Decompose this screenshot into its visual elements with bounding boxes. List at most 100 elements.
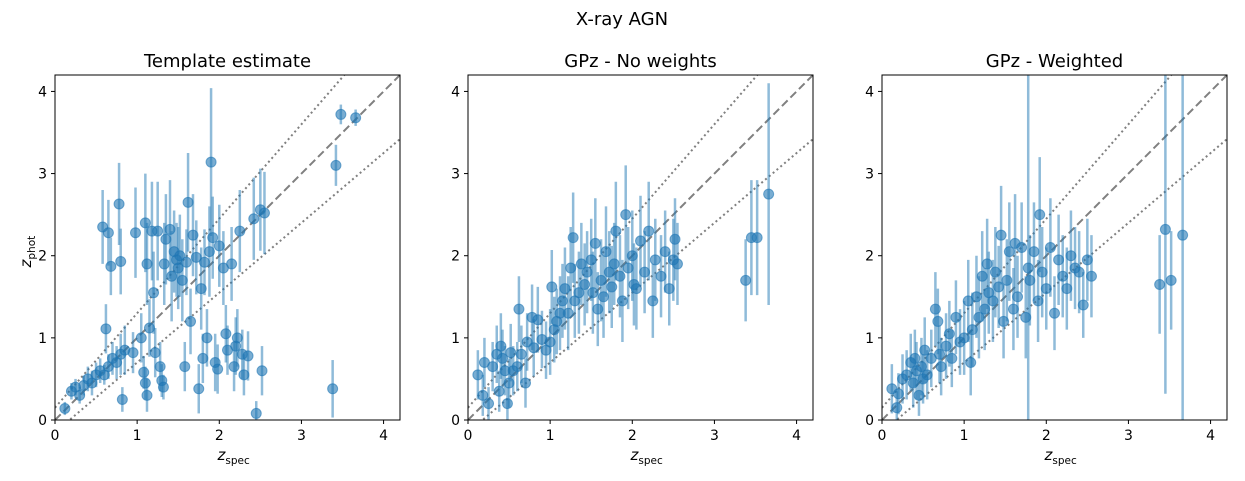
data-point	[201, 332, 213, 344]
y-tick-label: 0	[451, 413, 460, 429]
data-point	[998, 315, 1010, 327]
data-point	[1022, 262, 1034, 274]
data-point	[141, 389, 153, 401]
data-point	[154, 361, 166, 373]
data-point	[228, 361, 240, 373]
data-point	[763, 188, 775, 200]
data-point	[966, 324, 978, 336]
data-point	[160, 233, 172, 245]
x-tick-label: 1	[546, 428, 555, 444]
data-point	[1165, 274, 1177, 286]
data-point	[256, 365, 268, 377]
x-tick-label: 4	[792, 428, 801, 444]
data-point	[622, 262, 634, 274]
data-point	[1016, 242, 1028, 253]
data-point	[113, 198, 125, 210]
data-point	[958, 332, 970, 344]
data-point	[589, 237, 601, 249]
data-point	[655, 270, 667, 282]
data-point	[909, 352, 921, 364]
data-point	[174, 250, 186, 262]
data-point	[598, 291, 610, 303]
data-point	[663, 283, 675, 295]
panel-title: GPz - Weighted	[986, 51, 1123, 72]
data-point	[195, 283, 207, 295]
data-point	[493, 385, 505, 397]
data-point	[1044, 242, 1056, 253]
data-point	[610, 225, 622, 237]
data-point	[141, 258, 153, 270]
x-tick-label: 4	[1206, 428, 1215, 444]
data-point	[190, 251, 202, 263]
x-tick-label: 2	[215, 428, 224, 444]
data-point	[1032, 295, 1044, 307]
axes-frame	[467, 74, 814, 421]
data-point	[520, 377, 531, 389]
data-point	[970, 291, 982, 303]
data-point	[327, 383, 339, 395]
data-point	[226, 258, 238, 270]
data-point	[546, 281, 558, 293]
data-point	[1077, 299, 1089, 311]
data-point	[1028, 246, 1040, 258]
data-point	[138, 366, 150, 378]
data-point	[487, 361, 499, 373]
data-point	[102, 227, 114, 239]
data-point	[639, 266, 651, 278]
data-point	[180, 256, 192, 268]
data-point	[575, 258, 587, 270]
data-point	[1085, 270, 1097, 282]
x-axis-label: zspec	[630, 446, 663, 467]
data-point	[976, 270, 988, 282]
data-point	[185, 315, 197, 327]
data-point	[258, 207, 270, 219]
data-point	[505, 347, 517, 359]
y-tick-label: 1	[451, 331, 460, 347]
data-point	[207, 232, 219, 244]
data-point	[1036, 266, 1048, 278]
data-point	[532, 314, 544, 326]
data-point	[220, 328, 232, 340]
data-point	[544, 336, 556, 348]
y-tick-label: 0	[38, 413, 47, 429]
data-point	[74, 389, 86, 401]
data-point	[501, 398, 513, 410]
data-point	[907, 377, 919, 389]
data-point	[149, 347, 161, 359]
data-point	[671, 258, 683, 270]
data-point	[592, 303, 604, 315]
data-point	[647, 295, 659, 307]
data-point	[143, 322, 155, 334]
axes-frame	[881, 74, 1228, 421]
y-tick-label: 4	[38, 84, 47, 100]
data-point	[940, 340, 952, 352]
data-point	[497, 352, 508, 364]
data-point	[630, 283, 642, 295]
x-axis-label: zspec	[217, 446, 250, 467]
data-point	[213, 240, 225, 252]
data-point	[203, 246, 215, 258]
data-point	[242, 350, 254, 362]
one-to-one-line	[55, 75, 400, 420]
data-point	[993, 281, 1005, 293]
data-point	[965, 357, 977, 368]
data-point	[565, 262, 577, 274]
data-point	[1081, 254, 1093, 266]
y-tick-label: 4	[865, 84, 874, 100]
data-point	[626, 250, 638, 262]
data-point	[157, 381, 169, 393]
x-tick-label: 3	[1124, 428, 1133, 444]
x-tick-label: 1	[960, 428, 969, 444]
figure-suptitle: X-ray AGN	[576, 9, 668, 30]
x-tick-label: 2	[1042, 428, 1051, 444]
data-point	[932, 315, 944, 327]
data-point	[669, 233, 681, 245]
y-tick-label: 4	[451, 84, 460, 100]
data-point	[913, 389, 925, 401]
data-point	[483, 398, 495, 410]
data-point	[152, 225, 164, 237]
data-point	[595, 274, 607, 286]
data-point	[562, 307, 574, 319]
y-tick-label: 2	[38, 249, 47, 265]
data-point	[166, 270, 178, 282]
